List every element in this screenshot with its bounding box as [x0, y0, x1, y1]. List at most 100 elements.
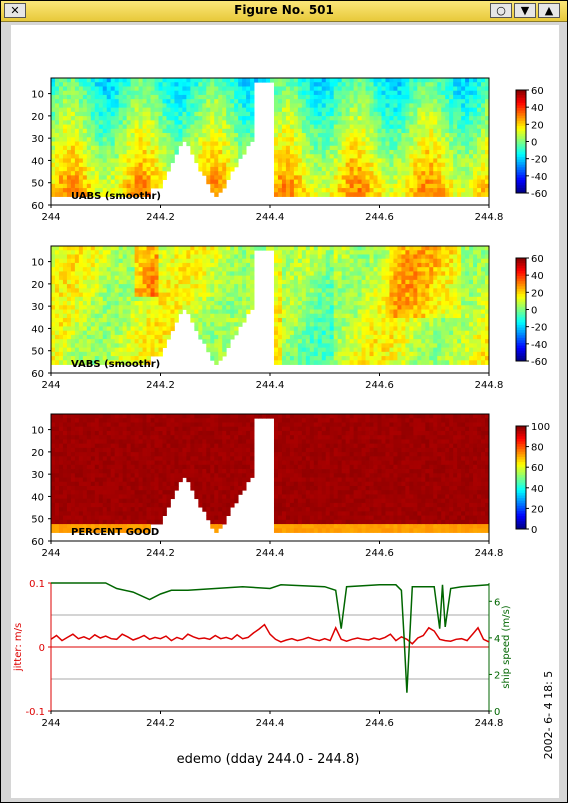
- heatmap-cell: [62, 171, 68, 176]
- heatmap-cell: [297, 188, 303, 193]
- heatmap-cell: [321, 296, 327, 302]
- heatmap-cell: [293, 128, 299, 134]
- heatmap-cell: [417, 179, 422, 185]
- heatmap-cell: [130, 179, 136, 185]
- heatmap-cell: [138, 175, 143, 180]
- heatmap-cell: [321, 322, 327, 327]
- heatmap-cell: [146, 347, 151, 353]
- heatmap-cell: [337, 351, 343, 357]
- heatmap-cell: [477, 141, 482, 147]
- heatmap-cell: [126, 262, 132, 268]
- heatmap-cell: [365, 296, 370, 302]
- heatmap-cell: [369, 343, 374, 348]
- heatmap-cell: [162, 141, 167, 147]
- heatmap-cell: [281, 343, 287, 348]
- heatmap-cell: [389, 343, 394, 348]
- heatmap-cell: [58, 149, 64, 155]
- heatmap-cell: [134, 99, 139, 104]
- minimize-button[interactable]: ▼: [514, 3, 536, 18]
- heatmap-cell: [194, 158, 199, 164]
- heatmap-cell: [118, 330, 124, 336]
- heatmap-cell: [441, 82, 446, 87]
- heatmap-cell: [293, 90, 299, 96]
- heatmap-cell: [106, 305, 112, 310]
- heatmap-cell: [198, 275, 203, 281]
- heatmap-cell: [465, 192, 470, 197]
- heatmap-cell: [397, 158, 402, 164]
- heatmap-cell: [158, 309, 163, 315]
- heatmap-cell: [98, 145, 104, 151]
- heatmap-cell: [142, 351, 147, 357]
- heatmap-cell: [202, 275, 207, 281]
- heatmap-cell: [309, 343, 315, 348]
- heatmap-cell: [313, 137, 319, 142]
- heatmap-cell: [325, 262, 331, 268]
- heatmap-cell: [206, 124, 211, 130]
- heatmap-cell: [222, 141, 227, 147]
- heatmap-cell: [437, 171, 442, 176]
- heatmap-cell: [365, 322, 370, 327]
- maximize-button[interactable]: ▲: [538, 3, 560, 18]
- heatmap-cell: [86, 154, 92, 159]
- heatmap-cell: [281, 124, 287, 130]
- heatmap-cell: [465, 124, 470, 130]
- heatmap-cell: [305, 296, 311, 302]
- heatmap-cell: [106, 166, 112, 172]
- close-button[interactable]: ✕: [4, 3, 26, 18]
- heatmap-cell: [154, 107, 159, 113]
- heatmap-cell: [321, 107, 327, 113]
- heatmap-cell: [313, 250, 319, 255]
- heatmap-cell: [341, 120, 347, 125]
- colorbar-step: [516, 115, 526, 119]
- heatmap-cell: [361, 351, 366, 357]
- heatmap-cell: [230, 94, 235, 100]
- heatmap-cell: [102, 175, 108, 180]
- heatmap-cell: [485, 82, 490, 87]
- heatmap-cell: [162, 149, 167, 155]
- heatmap-cell: [281, 137, 287, 142]
- heatmap-cell: [62, 86, 68, 92]
- heatmap-cell: [214, 141, 219, 147]
- heatmap-cell: [70, 116, 76, 121]
- heatmap-cell: [377, 250, 382, 255]
- heatmap-cell: [126, 279, 132, 285]
- heatmap-cell: [381, 262, 386, 268]
- heatmap-cell: [51, 183, 56, 189]
- heatmap-cell: [98, 279, 104, 285]
- heatmap-cell: [485, 171, 490, 176]
- heatmap-cell: [433, 158, 438, 164]
- heatmap-cell: [51, 149, 56, 155]
- heatmap-cell: [51, 334, 56, 340]
- heatmap-cell: [445, 111, 450, 117]
- heatmap-cell: [333, 309, 339, 315]
- heatmap-cell: [337, 162, 343, 168]
- y-tick-label: 60: [31, 201, 44, 212]
- heatmap-cell: [457, 188, 462, 193]
- shade-button[interactable]: ○: [490, 3, 512, 18]
- heatmap-cell: [126, 116, 132, 121]
- heatmap-cell: [373, 246, 378, 251]
- heatmap-cell: [222, 183, 227, 189]
- heatmap-cell: [273, 275, 279, 281]
- heatmap-cell: [393, 179, 398, 185]
- heatmap-cell: [437, 116, 442, 121]
- heatmap-cell: [82, 305, 88, 310]
- heatmap-cell: [473, 99, 478, 104]
- heatmap-cell: [425, 162, 430, 168]
- heatmap-cell: [146, 175, 151, 180]
- heatmap-cell: [361, 347, 366, 353]
- heatmap-cell: [238, 78, 243, 83]
- heatmap-cell: [437, 133, 442, 138]
- heatmap-cell: [337, 192, 343, 197]
- heatmap-cell: [381, 254, 386, 260]
- heatmap-cell: [441, 99, 446, 104]
- heatmap-cell: [389, 141, 394, 147]
- heatmap-cell: [222, 313, 227, 319]
- heatmap-cell: [222, 162, 227, 168]
- heatmap-cell: [385, 296, 390, 302]
- heatmap-cell: [122, 292, 128, 298]
- heatmap-cell: [313, 296, 319, 302]
- heatmap-cell: [174, 149, 179, 155]
- heatmap-cell: [329, 166, 335, 172]
- heatmap-cell: [473, 120, 478, 125]
